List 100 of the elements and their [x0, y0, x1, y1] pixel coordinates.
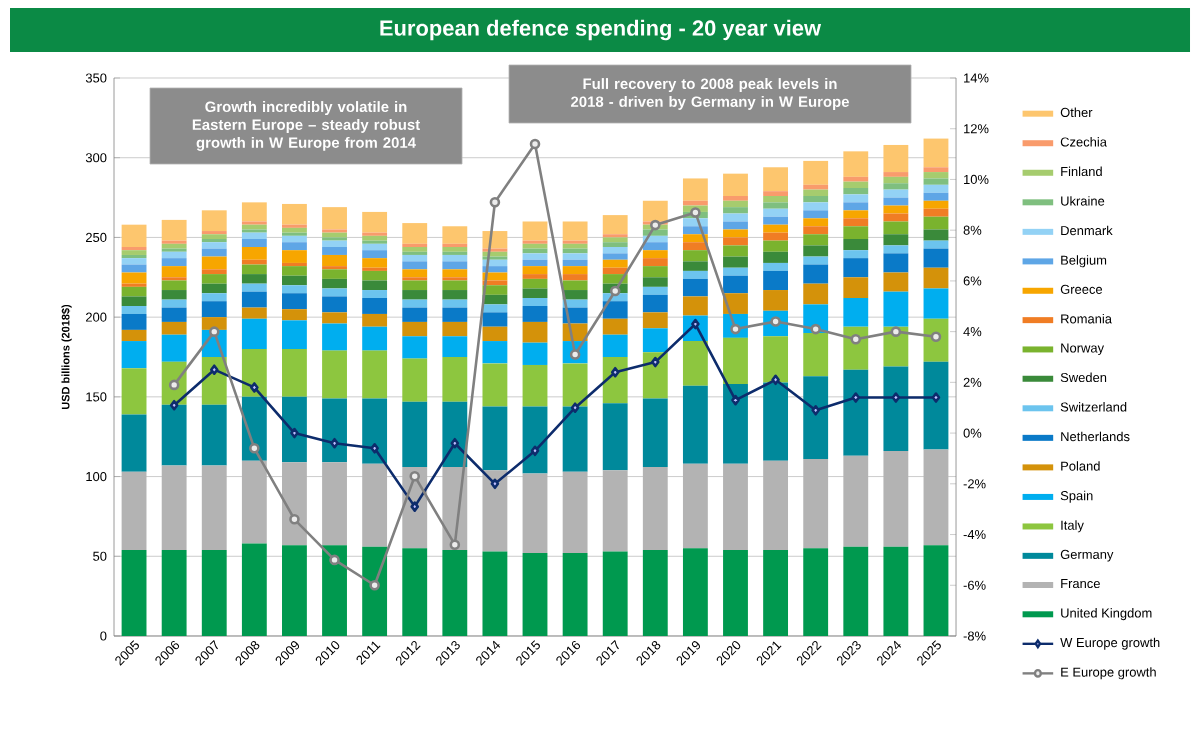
bar — [883, 366, 909, 452]
bar — [883, 197, 909, 206]
bar — [241, 543, 267, 636]
bar — [442, 299, 468, 308]
bar — [402, 261, 428, 270]
bar — [883, 205, 909, 214]
bar — [763, 262, 789, 271]
bar — [843, 277, 869, 299]
bar — [322, 350, 347, 399]
bar — [282, 250, 307, 263]
bar — [923, 200, 949, 209]
bar — [522, 259, 548, 267]
bar — [763, 232, 789, 241]
bar — [602, 551, 628, 636]
bar — [282, 293, 307, 310]
bar — [522, 298, 548, 306]
bar — [723, 384, 748, 464]
bar — [522, 321, 548, 343]
bar — [161, 404, 187, 466]
bar — [241, 264, 267, 275]
bar — [803, 218, 829, 227]
bar — [723, 229, 748, 238]
bar — [883, 189, 909, 198]
bar — [723, 337, 748, 385]
bar — [843, 188, 869, 195]
bar — [602, 253, 628, 260]
bar — [642, 286, 668, 295]
bar — [883, 451, 909, 547]
bar — [763, 460, 789, 550]
bar — [282, 235, 307, 243]
bar — [562, 471, 588, 554]
point — [810, 323, 821, 335]
bar — [923, 229, 949, 241]
point — [490, 478, 500, 490]
bar — [803, 195, 829, 203]
bar — [843, 202, 869, 211]
bar — [482, 470, 508, 552]
bar — [923, 138, 949, 168]
bar — [482, 406, 508, 471]
point — [771, 374, 780, 386]
bar — [763, 208, 789, 217]
bar — [602, 237, 628, 243]
point — [651, 356, 660, 368]
bar — [402, 548, 428, 636]
bar — [562, 253, 588, 260]
point — [489, 196, 501, 208]
bar — [803, 234, 829, 246]
bar — [161, 251, 187, 259]
bar — [442, 307, 468, 322]
bar — [562, 266, 588, 275]
bar — [642, 250, 668, 259]
bar — [241, 291, 267, 308]
bar — [763, 382, 789, 461]
bar — [482, 341, 508, 364]
bar — [161, 549, 187, 636]
bar — [642, 398, 668, 467]
bar — [322, 207, 347, 230]
bar — [402, 336, 428, 359]
bar — [682, 463, 708, 549]
point — [330, 437, 339, 449]
bar — [803, 256, 829, 265]
bar — [923, 167, 949, 173]
bar — [803, 210, 829, 219]
bar — [923, 208, 949, 217]
bar — [803, 376, 829, 460]
bar — [201, 256, 227, 270]
bar — [682, 296, 708, 316]
bar — [642, 294, 668, 313]
bar — [602, 215, 628, 235]
bar — [402, 321, 428, 337]
bar — [522, 278, 548, 289]
bar — [522, 342, 548, 365]
bar — [322, 296, 347, 313]
bar — [883, 272, 909, 292]
bar — [241, 349, 267, 397]
bar — [482, 312, 508, 327]
bar — [763, 216, 789, 225]
bar — [161, 219, 187, 241]
bar — [201, 301, 227, 318]
bar — [402, 299, 428, 308]
bar — [522, 305, 548, 322]
bar — [522, 221, 548, 241]
bar — [843, 298, 869, 327]
bar — [602, 246, 628, 254]
bar — [241, 307, 267, 319]
bar — [723, 207, 748, 214]
point — [850, 333, 862, 345]
bar — [362, 280, 388, 291]
bar — [322, 288, 347, 297]
bar — [362, 243, 388, 251]
bar — [803, 245, 829, 257]
bar — [161, 307, 187, 322]
bar — [201, 242, 227, 249]
bar — [723, 173, 748, 196]
bar — [201, 283, 227, 294]
bar — [241, 460, 267, 544]
bar — [241, 202, 267, 222]
bar — [723, 245, 748, 257]
bar — [803, 189, 829, 196]
bar — [362, 398, 388, 464]
